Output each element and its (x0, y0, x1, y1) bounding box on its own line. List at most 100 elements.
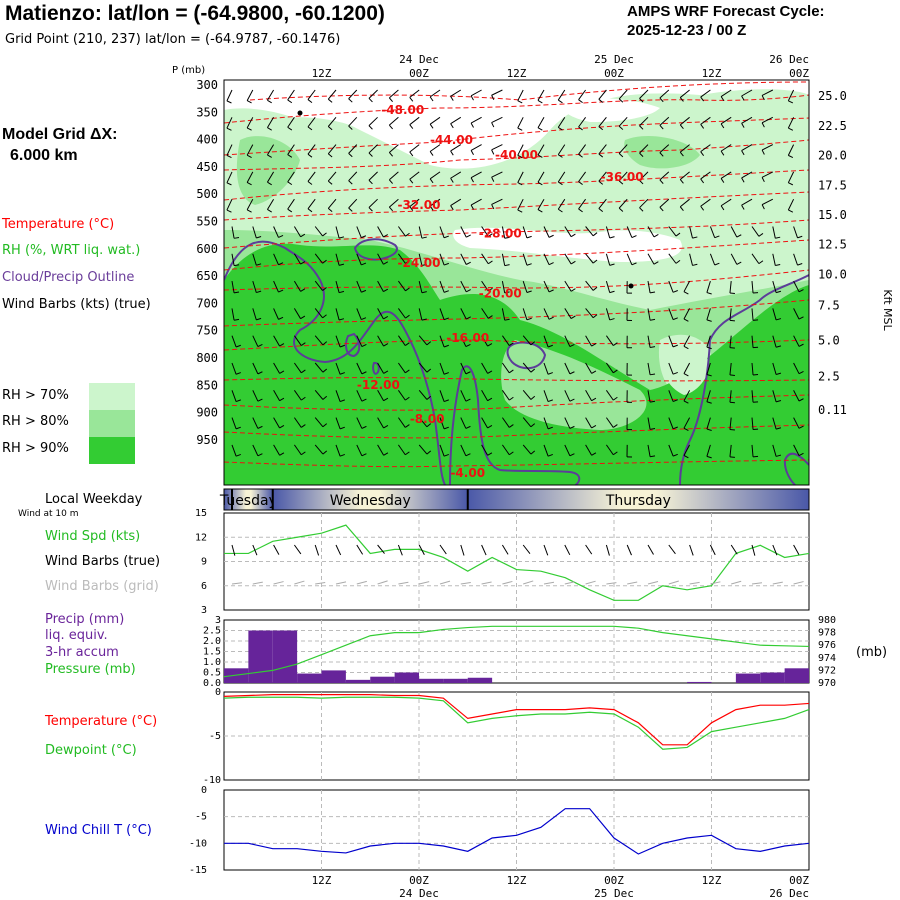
surface-wind-barb (793, 544, 800, 555)
wind-barb-flag (530, 368, 536, 373)
wind-barb-shaft (450, 171, 462, 179)
wind-barb-flag (450, 205, 454, 211)
wind-barb-flag (267, 209, 272, 213)
wind-barb-flag (598, 98, 604, 103)
wind-barb-shaft (543, 280, 550, 293)
wind-barb-shaft (564, 390, 571, 402)
wind-barb-flag (700, 96, 705, 102)
wind-barb-shaft (429, 116, 441, 125)
grid-wind-barb (273, 581, 284, 585)
pressure-tick-label: 500 (196, 187, 218, 201)
wind-barb-flag (714, 235, 720, 239)
wind-barb-shaft (439, 390, 445, 402)
wind-barb-flag (466, 316, 471, 320)
y-tick-label: 9 (201, 557, 207, 568)
wind-barb-flag (557, 154, 563, 158)
wind-barb-shaft (720, 198, 732, 207)
wind-barb-shaft (460, 253, 467, 265)
wind-barb-shaft (397, 280, 406, 292)
legend-wind-speed: Wind Spd (kts) (45, 529, 141, 544)
wind-barb-shaft (751, 308, 754, 321)
wind-barb-shaft (793, 280, 800, 293)
surface-wind-barb (647, 544, 654, 555)
wind-barb-flag (322, 450, 328, 455)
wind-barb-shaft (481, 390, 489, 401)
wind-barb-shaft (543, 308, 550, 320)
wind-barb-shaft (598, 89, 607, 100)
wind-barb-shaft (761, 171, 774, 178)
wind-barb-shaft (429, 144, 441, 152)
wind-barb-shaft (668, 417, 674, 429)
wind-barb-shaft (314, 362, 324, 373)
wind-barb-shaft (659, 116, 670, 126)
wind-barb-flag (598, 208, 604, 213)
wind-barb-flag (797, 235, 803, 239)
wind-barb-shaft (522, 444, 532, 455)
wind-barb-shaft (314, 417, 324, 428)
wind-barb-shaft (793, 390, 800, 402)
surface-wind-barb (460, 544, 465, 556)
wind-barb-flag (470, 150, 474, 156)
wind-barb-shaft (605, 417, 614, 428)
wind-barb-shaft (598, 198, 607, 209)
wind-barb-shaft (335, 390, 341, 402)
isotherm-label: -36.00 (601, 170, 644, 184)
wind-barb-shaft (450, 116, 462, 125)
wind-barb-shaft (683, 417, 691, 429)
surface-wind-barb (564, 544, 571, 556)
weekday-label: Wednesday (330, 493, 411, 509)
wind-barb-flag (591, 425, 597, 429)
wind-barb-shaft (557, 144, 566, 155)
wind-barb-shaft (287, 89, 295, 101)
wind-barb-shaft (668, 390, 674, 402)
wind-barb-shaft (659, 144, 670, 154)
weekday-segment (467, 489, 809, 510)
wind-barb-flag (443, 399, 449, 403)
wind-barb-shaft (683, 335, 691, 347)
wind-barb-shaft (706, 390, 711, 402)
wind-barb-flag (526, 290, 532, 293)
wind-barb-flag (429, 178, 434, 184)
wind-barb-shaft (293, 444, 302, 456)
wind-barb-shaft (293, 390, 302, 401)
wind-barb-flag (720, 123, 725, 129)
surface-wind-barb (605, 544, 610, 556)
kft-tick-label: 17.5 (818, 179, 847, 193)
wind-barb-flag (488, 315, 493, 319)
wind-barb-flag (612, 342, 618, 346)
wind-barb-flag (504, 236, 510, 239)
wind-barb-shaft (522, 308, 528, 320)
grid-wind-barb (398, 581, 409, 585)
wind-barb-flag (339, 344, 345, 348)
wind-barb-flag (578, 181, 583, 185)
wind-barb-flag (368, 207, 373, 212)
wind-barb-flag (775, 318, 782, 321)
wind-barb-flag (653, 261, 659, 265)
wind-barb-shaft (706, 444, 711, 457)
wind-barb-flag (547, 399, 553, 403)
bottom-hour-label: 12Z (702, 874, 722, 887)
wind-barb-shaft (356, 362, 363, 375)
y-tick-label: 978 (818, 628, 836, 639)
wind-barb-shaft (356, 390, 363, 402)
y-tick-label: 2.0 (203, 636, 221, 647)
wind-barb-shaft (481, 280, 489, 292)
wind-barb-flag (570, 260, 576, 265)
grid-wind-barb (315, 581, 326, 585)
wind-barb-shaft (751, 253, 760, 264)
wind-barb-flag (720, 150, 725, 156)
wind-barb-flag (612, 451, 618, 456)
wind-barb-shaft (348, 144, 358, 154)
wind-barb-shaft (679, 89, 690, 98)
wind-barb-flag (339, 372, 345, 375)
wind-barb-flag (557, 99, 563, 104)
wind-barb-shaft (226, 89, 233, 102)
wind-barb-flag (300, 288, 306, 292)
wind-barb-shaft (585, 362, 593, 374)
pressure-tick-label: 950 (196, 433, 218, 447)
wind-barb-shaft (557, 117, 566, 128)
wind-barb-shaft (720, 171, 732, 179)
wind-barb-shaft (397, 417, 406, 428)
wind-barb-flag (700, 124, 705, 129)
wind-barb-shaft (429, 171, 441, 180)
